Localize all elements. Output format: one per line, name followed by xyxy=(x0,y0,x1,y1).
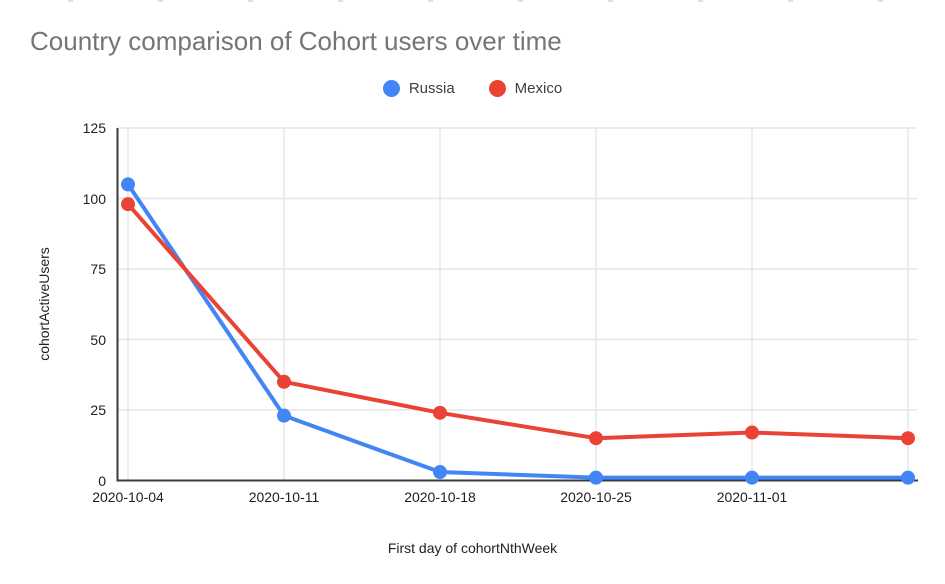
legend-label-russia: Russia xyxy=(408,80,455,97)
data-point-mexico-2 xyxy=(433,405,447,420)
x-axis-title: First day of cohortNthWeek xyxy=(387,540,558,556)
y-tick-label-100: 100 xyxy=(82,190,106,207)
legend-label-mexico: Mexico xyxy=(514,80,563,97)
data-point-russia-2 xyxy=(433,465,447,480)
data-point-russia-0 xyxy=(121,177,135,192)
mexico-series-swatch-icon xyxy=(488,80,506,97)
data-point-russia-5 xyxy=(901,470,915,485)
data-point-mexico-1 xyxy=(277,374,291,389)
data-point-russia-3 xyxy=(589,470,603,485)
legend-item-mexico: Mexico xyxy=(488,80,563,97)
data-point-mexico-5 xyxy=(901,431,915,446)
y-tick-label-50: 50 xyxy=(90,331,106,348)
y-tick-label-75: 75 xyxy=(90,261,106,277)
legend-item-russia: Russia xyxy=(382,80,455,97)
x-tick-label-4: 2020-11-01 xyxy=(716,489,788,505)
data-point-mexico-0 xyxy=(121,197,135,212)
x-tick-label-1: 2020-10-11 xyxy=(248,489,320,505)
cropped-content-remnant xyxy=(68,0,898,2)
series-line-russia xyxy=(126,182,910,480)
x-tick-label-3: 2020-10-25 xyxy=(560,489,632,505)
data-point-mexico-3 xyxy=(589,431,603,446)
russia-series-swatch-icon xyxy=(382,80,400,97)
data-point-russia-1 xyxy=(277,408,291,423)
x-tick-label-2: 2020-10-18 xyxy=(404,489,476,505)
chart-title: Country comparison of Cohort users over … xyxy=(30,26,562,56)
y-tick-label-125: 125 xyxy=(82,120,106,136)
chart-legend: Russia Mexico xyxy=(0,80,945,97)
data-point-russia-4 xyxy=(745,470,759,485)
y-tick-label-0: 0 xyxy=(98,472,106,489)
y-axis-title: cohortActiveUsers xyxy=(36,247,52,361)
series-line-mexico xyxy=(126,202,910,441)
y-tick-label-25: 25 xyxy=(90,402,106,418)
data-point-mexico-4 xyxy=(745,425,759,440)
x-tick-label-0: 2020-10-04 xyxy=(92,489,164,505)
